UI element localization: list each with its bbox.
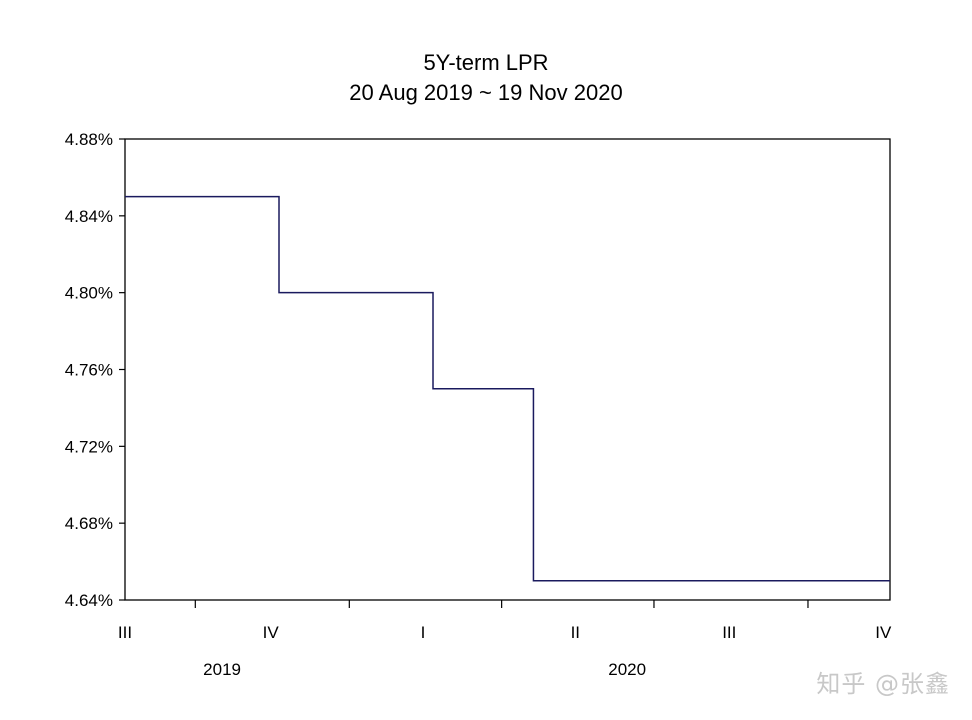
- y-tick-label: 4.88%: [65, 130, 113, 149]
- watermark-text: 知乎 @张鑫: [816, 670, 950, 698]
- x-year-label: 2019: [203, 660, 241, 679]
- x-quarter-label: III: [118, 623, 132, 642]
- x-quarter-label: III: [722, 623, 736, 642]
- y-tick-label: 4.68%: [65, 514, 113, 533]
- lpr-step-line: [125, 195, 890, 582]
- chart-title: 5Y-term LPR: [423, 50, 549, 75]
- y-tick-label: 4.76%: [65, 361, 113, 380]
- chart-subtitle: 20 Aug 2019 ~ 19 Nov 2020: [349, 80, 623, 105]
- y-tick-label: 4.72%: [65, 437, 113, 456]
- x-quarter-label: II: [571, 623, 580, 642]
- plot-frame: [124, 138, 891, 601]
- x-quarter-label: IV: [875, 623, 892, 642]
- x-year-label: 2020: [608, 660, 646, 679]
- y-tick-label: 4.80%: [65, 284, 113, 303]
- y-tick-label: 4.84%: [65, 207, 113, 226]
- x-quarter-label: I: [421, 623, 426, 642]
- x-quarter-label: IV: [263, 623, 280, 642]
- y-tick-label: 4.64%: [65, 591, 113, 610]
